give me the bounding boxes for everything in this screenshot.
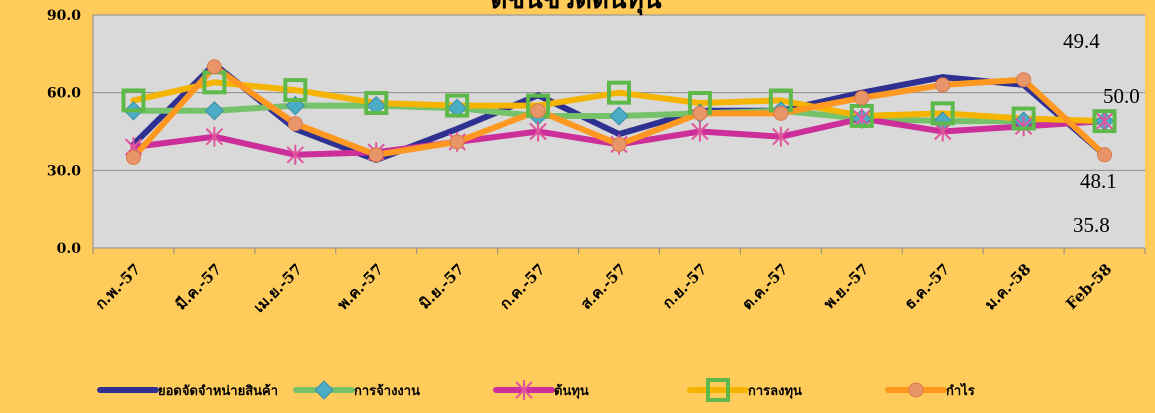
chart-title: ดัชนีชี้วัดต้นทุน [490, 0, 661, 16]
y-tick-label: 0.0 [57, 241, 82, 257]
data-point [205, 126, 224, 147]
x-tick-label: เม.ย.-57 [250, 260, 306, 316]
data-point [204, 101, 225, 121]
x-tick-label: มิ.ย.-57 [415, 260, 467, 312]
legend-label: กำไร [946, 382, 975, 399]
legend-label: ต้นทุน [554, 383, 589, 399]
data-point [849, 103, 874, 128]
data-point [692, 105, 708, 121]
data-label: 48.1 [1080, 169, 1117, 193]
legend-marker [706, 378, 730, 402]
x-tick-label: Feb-58 [1062, 260, 1115, 313]
data-point [286, 144, 305, 165]
data-point [1011, 106, 1036, 131]
data-point [607, 80, 631, 105]
data-point [206, 59, 222, 75]
x-tick-label: ส.ค.-57 [577, 260, 630, 313]
y-tick-label: 60.0 [47, 86, 81, 102]
data-point [935, 77, 951, 93]
data-label: 35.8 [1073, 213, 1110, 237]
data-point [287, 116, 303, 132]
data-point [691, 121, 709, 142]
x-tick-label: ก.พ.-57 [92, 260, 145, 313]
data-point [1092, 109, 1117, 134]
legend-marker [515, 380, 533, 400]
data-point [121, 88, 146, 113]
data-point [283, 78, 308, 103]
data-point [1095, 111, 1114, 132]
y-tick-label: 30.0 [47, 163, 81, 179]
y-tick-label: 90.0 [47, 8, 81, 24]
data-point [772, 126, 790, 147]
data-point [854, 90, 870, 106]
data-label: 50.0 [1103, 84, 1140, 108]
x-tick-label: ก.ย.-57 [659, 260, 711, 312]
data-point [773, 105, 789, 121]
data-point [1016, 72, 1032, 88]
x-tick-label: พ.ย.-57 [820, 260, 872, 312]
legend-marker [908, 382, 924, 398]
data-point [368, 147, 384, 163]
data-point [1097, 147, 1113, 163]
data-label: 49.4 [1063, 29, 1100, 53]
data-point [449, 134, 465, 150]
data-point [529, 121, 547, 142]
x-tick-label: มี.ค.-57 [172, 260, 225, 313]
data-point [364, 91, 389, 116]
legend-marker [314, 380, 334, 400]
data-point [530, 103, 546, 119]
legend-label: การจ้างงาน [354, 383, 420, 399]
data-point [125, 149, 141, 165]
x-tick-label: ต.ค.-57 [738, 260, 791, 313]
data-point [1014, 116, 1033, 137]
data-point [611, 136, 627, 152]
legend-label: การลงทุน [748, 384, 802, 399]
x-tick-label: พ.ค.-57 [334, 260, 387, 313]
legend-label: ยอดจัดจำหน่ายสินค้า [158, 383, 278, 399]
x-tick-label: ก.ค.-57 [496, 260, 549, 313]
data-point [930, 101, 955, 126]
data-point [445, 93, 470, 118]
x-tick-label: ม.ค.-58 [981, 260, 1034, 313]
data-point [609, 106, 629, 126]
x-tick-label: ธ.ค.-57 [901, 260, 954, 313]
